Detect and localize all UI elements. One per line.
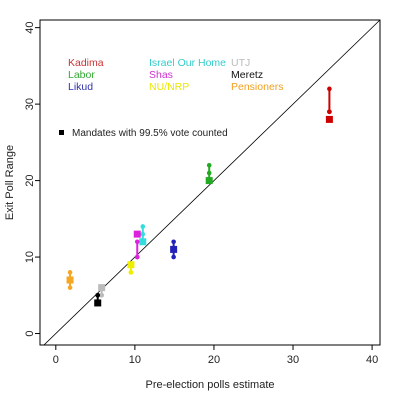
x-tick-label: 20: [208, 354, 220, 366]
range-point: [140, 231, 146, 237]
range-point: [99, 292, 104, 298]
series-group: [133, 230, 141, 260]
series-group: [127, 261, 135, 275]
range-point: [128, 270, 134, 275]
range-point: [140, 224, 146, 229]
range-point: [134, 254, 140, 260]
x-tick-label: 30: [287, 354, 299, 366]
axes: 0 10 20 30 40 0 10 20 30 40: [24, 19, 381, 366]
y-tick-label: 0: [24, 330, 36, 336]
x-tick-label: 0: [53, 354, 59, 366]
series-group: [98, 284, 106, 298]
counted-marker: [94, 299, 102, 307]
legend-entry: Labor: [68, 69, 95, 81]
y-tick-label: 20: [24, 174, 36, 186]
counted-marker: [98, 284, 106, 292]
counted-marker: [66, 276, 74, 284]
range-point: [67, 285, 73, 290]
counted-marker: [127, 261, 135, 269]
counted-marker: [205, 177, 213, 185]
counted-marker: [325, 115, 333, 123]
y-tick-label: 10: [24, 251, 36, 263]
y-tick-label: 40: [24, 22, 36, 34]
plot-frame: [39, 19, 381, 346]
range-point: [327, 86, 332, 92]
counted-marker: [139, 238, 147, 246]
legend-entry: NU/NRP: [149, 81, 189, 93]
data-marks: [66, 86, 333, 307]
range-point: [134, 239, 140, 245]
series-group: [94, 292, 102, 307]
legend-entry: Meretz: [231, 69, 263, 81]
series-group: [139, 224, 147, 246]
range-point: [206, 162, 212, 168]
note-text: Mandates with 99.5% vote counted: [72, 128, 228, 139]
legend-entry: UTJ: [231, 57, 250, 69]
x-tick-label: 10: [129, 354, 141, 366]
series-group: [66, 270, 74, 290]
legend-entry: Likud: [68, 81, 93, 93]
note-marker: [59, 130, 64, 135]
legend-entry: Shas: [149, 69, 173, 81]
range-point: [67, 270, 73, 275]
y-tick-label: 30: [24, 98, 36, 110]
legend-entry: Pensioners: [231, 81, 284, 93]
y-axis-label: Exit Poll Range: [4, 145, 16, 220]
series-group: [170, 239, 178, 260]
legend-entry: Kadima: [68, 57, 104, 69]
range-point: [171, 239, 176, 245]
range-point: [95, 292, 101, 298]
series-group: [325, 86, 333, 123]
counted-marker: [170, 245, 178, 253]
legend-entry: Israel Our Home: [149, 57, 226, 69]
x-axis-label: Pre-election polls estimate: [145, 379, 274, 391]
series-group: [205, 162, 213, 185]
range-point: [327, 109, 332, 115]
counted-marker: [133, 230, 141, 238]
range-point: [206, 170, 212, 176]
range-point: [171, 254, 176, 260]
x-tick-label: 40: [366, 354, 378, 366]
